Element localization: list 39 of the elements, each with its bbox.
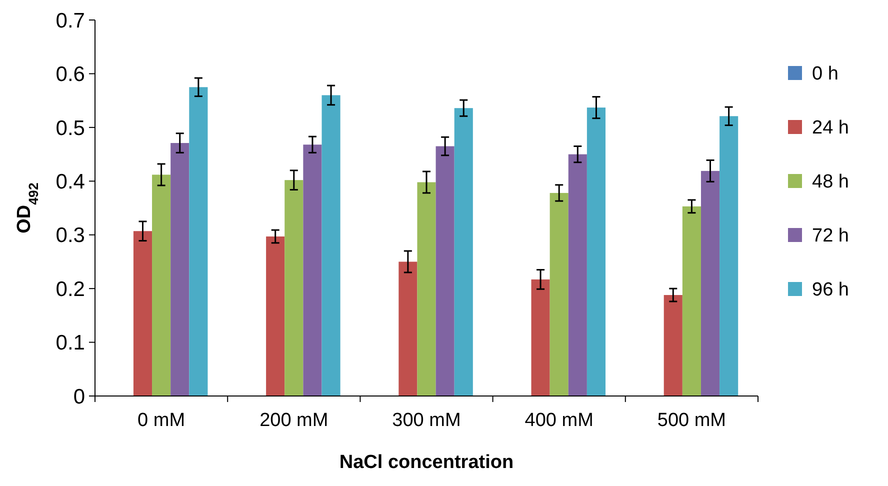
x-tick-label: 400 mM bbox=[524, 410, 594, 431]
bar bbox=[152, 174, 171, 396]
bar bbox=[170, 143, 190, 396]
x-axis-title: NaCl concentration bbox=[339, 452, 514, 473]
y-tick-label: 0.3 bbox=[56, 224, 85, 248]
y-tick-label: 0 bbox=[73, 385, 85, 408]
legend-label: 48 h bbox=[812, 172, 849, 193]
bar bbox=[664, 295, 682, 396]
legend-label: 96 h bbox=[812, 280, 849, 301]
bar bbox=[700, 170, 720, 396]
y-tick-label: 0.6 bbox=[56, 63, 85, 86]
legend-label: 24 h bbox=[812, 118, 849, 139]
x-tick-label: 0 mM bbox=[138, 410, 186, 431]
bar bbox=[133, 231, 152, 396]
bar bbox=[454, 108, 473, 396]
y-tick-label: 0.5 bbox=[56, 116, 85, 140]
bar bbox=[568, 154, 587, 396]
x-tick-label: 200 mM bbox=[260, 410, 328, 431]
bar bbox=[417, 182, 436, 396]
bar bbox=[189, 87, 208, 396]
bar bbox=[720, 116, 738, 396]
bar bbox=[303, 144, 322, 396]
bar bbox=[266, 236, 285, 396]
bar bbox=[436, 146, 454, 396]
x-tick-label: 500 mM bbox=[657, 410, 726, 431]
y-tick-label: 0.4 bbox=[56, 170, 86, 194]
legend-label: 0 h bbox=[812, 64, 838, 85]
bar bbox=[586, 108, 606, 396]
bar bbox=[284, 180, 304, 396]
y-tick-label: 0.2 bbox=[56, 278, 85, 301]
bar bbox=[682, 206, 701, 396]
bar bbox=[322, 95, 340, 396]
legend-label: 72 h bbox=[812, 226, 849, 247]
bar bbox=[550, 192, 568, 396]
y-tick-label: 0.1 bbox=[56, 332, 85, 355]
bar bbox=[531, 279, 550, 396]
x-tick-label: 300 mM bbox=[392, 410, 461, 431]
y-tick-label: 0.7 bbox=[56, 9, 85, 32]
bar bbox=[398, 262, 418, 396]
